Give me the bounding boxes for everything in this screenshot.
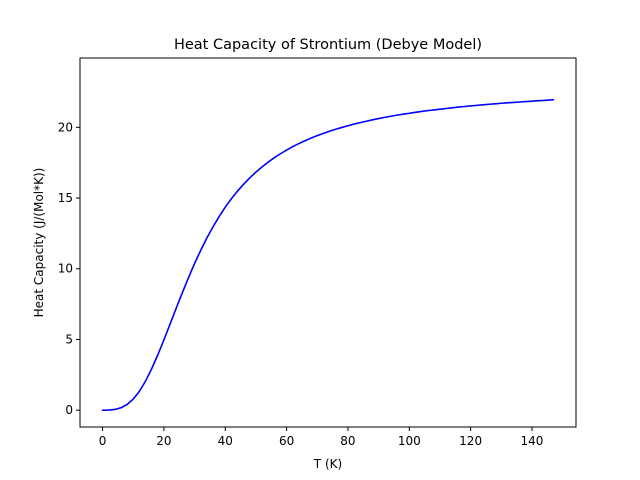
series-line (101, 98, 555, 411)
x-tick-label: 20 (156, 434, 171, 448)
x-tick-label: 80 (340, 434, 355, 448)
x-tick-label: 100 (398, 434, 421, 448)
y-tick-label: 20 (58, 120, 73, 134)
x-tick-label: 140 (521, 434, 544, 448)
x-tick-label: 120 (459, 434, 482, 448)
y-tick-label: 15 (58, 191, 73, 205)
x-tick-label: 40 (218, 434, 233, 448)
y-axis-ticks: 0 5 10 15 20 (58, 120, 80, 417)
x-axis-ticks: 0 20 40 60 80 100 120 140 (99, 427, 544, 448)
x-tick-label: 60 (279, 434, 294, 448)
x-tick-label: 0 (99, 434, 107, 448)
plot-frame (79, 57, 577, 428)
y-tick-label: 0 (65, 403, 73, 417)
y-tick-label: 5 (65, 332, 73, 346)
chart-title: Heat Capacity of Strontium (Debye Model) (174, 37, 482, 53)
y-tick-label: 10 (58, 262, 73, 276)
y-axis-label: Heat Capacity (J/(Mol*K)) (32, 168, 46, 318)
x-axis-label: T (K) (313, 457, 342, 471)
